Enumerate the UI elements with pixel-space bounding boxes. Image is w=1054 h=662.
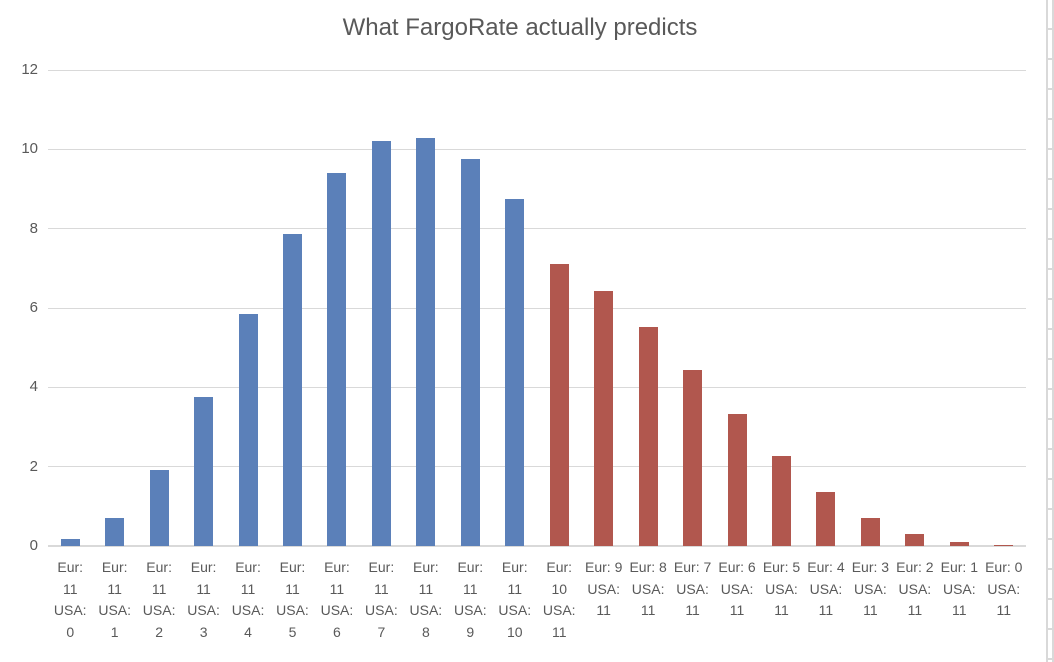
bar	[994, 545, 1014, 546]
bar	[549, 264, 569, 546]
bar	[194, 397, 214, 546]
x-tick-label: Eur: 3 USA: 11	[851, 559, 890, 618]
y-tick-label: 0	[29, 537, 38, 554]
y-tick-label: 6	[29, 299, 38, 316]
bar	[327, 173, 347, 546]
bar	[816, 491, 836, 546]
x-tick-label: Eur: 11 USA: 5	[276, 559, 309, 640]
x-tick-label: Eur: 11 USA: 7	[365, 559, 398, 640]
x-tick-label: Eur: 11 USA: 3	[187, 559, 220, 640]
x-tick-label: Eur: 8 USA: 11	[629, 559, 667, 618]
gridline	[48, 228, 1026, 230]
x-tick-label: Eur: 7 USA: 11	[673, 559, 712, 618]
gridline	[48, 307, 1026, 309]
x-tick-label: Eur: 11 USA: 4	[231, 559, 265, 640]
x-tick-label: Eur: 2 USA: 11	[896, 559, 934, 618]
x-tick-label: Eur: 9 USA: 11	[585, 559, 623, 618]
bar	[905, 534, 925, 546]
x-axis-line	[48, 545, 1026, 547]
bar	[416, 137, 436, 546]
bar	[460, 159, 480, 546]
x-tick-label: Eur: 11 USA: 10	[498, 559, 532, 640]
gridline	[48, 386, 1026, 388]
x-tick-label: Eur: 11 USA: 2	[142, 559, 176, 640]
x-tick-label: Eur: 11 USA: 9	[453, 559, 487, 640]
chart-title: What FargoRate actually predicts	[342, 14, 698, 41]
x-tick-label: Eur: 10 USA: 11	[542, 559, 576, 640]
x-tick-label: Eur: 11 USA: 8	[409, 559, 443, 640]
bar	[594, 291, 614, 546]
bar	[683, 370, 703, 546]
bar	[60, 539, 80, 546]
gridline	[48, 466, 1026, 468]
x-tick-label: Eur: 4 USA: 11	[807, 559, 845, 618]
bar	[727, 413, 747, 546]
gridline	[48, 69, 1026, 71]
y-tick-label: 10	[21, 140, 38, 158]
bar	[283, 234, 302, 546]
x-tick-label: Eur: 0 USA: 11	[985, 559, 1023, 618]
x-tick-label: Eur: 1 USA: 11	[940, 559, 978, 618]
y-tick-label: 2	[29, 457, 38, 475]
x-tick-label: Eur: 11 USA: 1	[98, 559, 132, 640]
bar	[105, 517, 125, 546]
x-tick-label: Eur: 5 USA: 11	[762, 559, 801, 618]
bar	[860, 517, 880, 546]
bar	[371, 141, 391, 546]
bar	[238, 313, 258, 546]
x-tick-label: Eur: 11 USA: 0	[53, 559, 87, 640]
bar	[149, 469, 169, 546]
x-tick-label: Eur: 11 USA: 6	[320, 559, 354, 640]
y-tick-label: 4	[29, 378, 38, 396]
spreadsheet-gridline-sliver	[1046, 0, 1054, 662]
y-tick-label: 12	[21, 61, 38, 78]
bar	[949, 542, 969, 546]
x-tick-label: Eur: 6 USA: 11	[718, 559, 756, 618]
gridline	[48, 148, 1026, 150]
bar	[505, 199, 525, 546]
bar	[638, 327, 658, 546]
y-tick-label: 8	[29, 219, 38, 237]
bar	[772, 455, 791, 546]
